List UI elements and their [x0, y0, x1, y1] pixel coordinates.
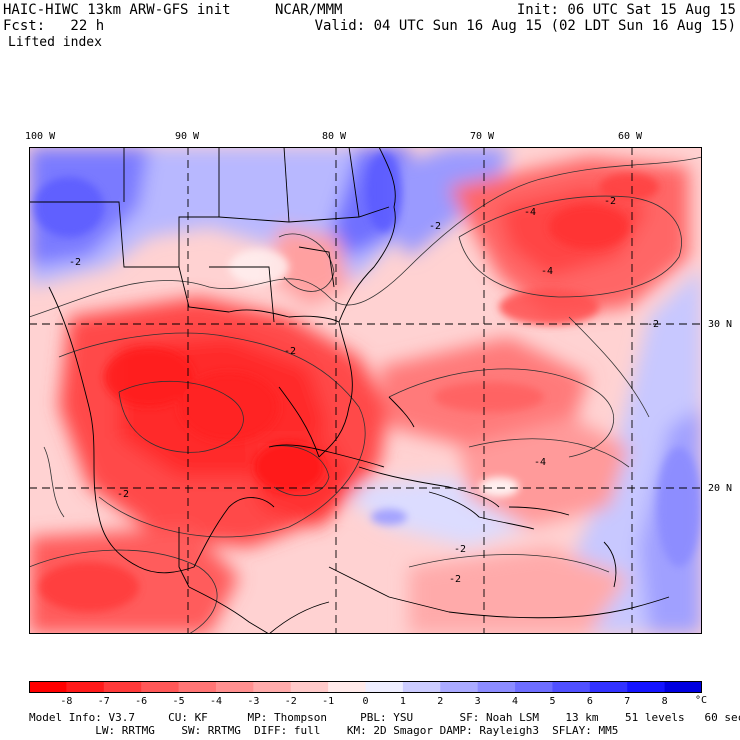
color-bar-cell	[589, 681, 628, 693]
contour-label: -4	[534, 457, 546, 468]
contour-label: -2	[429, 221, 441, 232]
lon-label-100w: 100 W	[25, 131, 56, 142]
color-bar-tick-label: 8	[661, 696, 668, 707]
color-bar	[29, 681, 702, 693]
model-info-line2: LW: RRTMG SW: RRTMG DIFF: full KM: 2D Sm…	[29, 724, 619, 737]
color-bar-tick-label: 2	[437, 696, 444, 707]
color-bar-tick-label: 3	[474, 696, 481, 707]
contour-labels: -2 -4 -2 -2 -2 -4 -4 -2 -2 -2 -2	[69, 196, 659, 585]
color-bar-tick-label: -7	[97, 696, 110, 707]
color-bar-cell	[365, 681, 404, 693]
coastlines	[29, 147, 670, 634]
contour-label: -2	[117, 489, 129, 500]
color-bar-cell	[29, 681, 67, 693]
color-bar-tick-label: -4	[209, 696, 222, 707]
color-bar-cell	[402, 681, 441, 693]
color-bar-cell	[515, 681, 553, 693]
model-title: HAIC-HIWC 13km ARW-GFS init	[3, 2, 231, 18]
lat-label-20n: 20 N	[708, 483, 733, 494]
color-bar-tick-label: -3	[247, 696, 260, 707]
map-frame	[29, 147, 702, 634]
contour-label: -2	[454, 544, 466, 555]
lon-label-60w: 60 W	[618, 131, 643, 142]
lon-label-80w: 80 W	[322, 131, 347, 142]
color-bar-tick-label: -1	[322, 696, 335, 707]
contour-label: -2	[647, 319, 659, 330]
color-bar-cell	[253, 681, 292, 693]
contour-label: -2	[604, 196, 616, 207]
contour-label: -2	[284, 346, 296, 357]
model-info-line1: Model Info: V3.7 CU: KF MP: Thompson PBL…	[29, 711, 740, 724]
lat-lon-grid	[29, 147, 702, 634]
color-bar-cell	[328, 681, 366, 693]
contour-label: -2	[449, 574, 461, 585]
contour-label: -4	[541, 266, 553, 277]
color-bar-tick-label: 4	[512, 696, 519, 707]
lon-label-70w: 70 W	[470, 131, 495, 142]
color-bar-tick-label: -2	[284, 696, 297, 707]
contour-label: -4	[524, 207, 536, 218]
contour-label: -2	[69, 257, 81, 268]
contour-lines	[29, 156, 702, 634]
color-bar-tick-label: -8	[60, 696, 73, 707]
color-bar-tick-label: 1	[399, 696, 406, 707]
lon-label-90w: 90 W	[175, 131, 200, 142]
color-bar-cell	[290, 681, 329, 693]
color-bar-cell	[141, 681, 180, 693]
institution-label: NCAR/MMM	[275, 2, 343, 18]
color-bar-cell	[440, 681, 479, 693]
color-bar-cell	[215, 681, 254, 693]
color-bar-cell	[178, 681, 217, 693]
init-time: Init: 06 UTC Sat 15 Aug 15	[516, 2, 736, 18]
field-name: Lifted index	[8, 35, 102, 50]
lat-label-30n: 30 N	[708, 319, 733, 330]
lifted-index-detail	[34, 152, 701, 612]
color-bar-tick-label: 6	[586, 696, 593, 707]
lifted-index-map: -2 -4 -2 -2 -2 -4 -4 -2 -2 -2 -2	[29, 147, 702, 634]
color-bar-cell	[627, 681, 666, 693]
color-bar-cell	[552, 681, 591, 693]
color-bar-tick-label: -5	[172, 696, 185, 707]
color-bar-tick-label: 0	[362, 696, 369, 707]
color-bar-tick-label: -6	[135, 696, 148, 707]
color-bar-cell	[66, 681, 105, 693]
valid-time: Valid: 04 UTC Sun 16 Aug 15 (02 LDT Sun …	[314, 18, 736, 34]
color-bar-cell	[477, 681, 516, 693]
color-bar-cell	[103, 681, 142, 693]
forecast-hour: Fcst: 22 h	[3, 18, 105, 34]
color-bar-tick-label: 7	[624, 696, 631, 707]
color-bar-tick-label: 5	[549, 696, 556, 707]
unit-label: °C	[695, 695, 708, 706]
color-bar-cell	[664, 681, 702, 693]
